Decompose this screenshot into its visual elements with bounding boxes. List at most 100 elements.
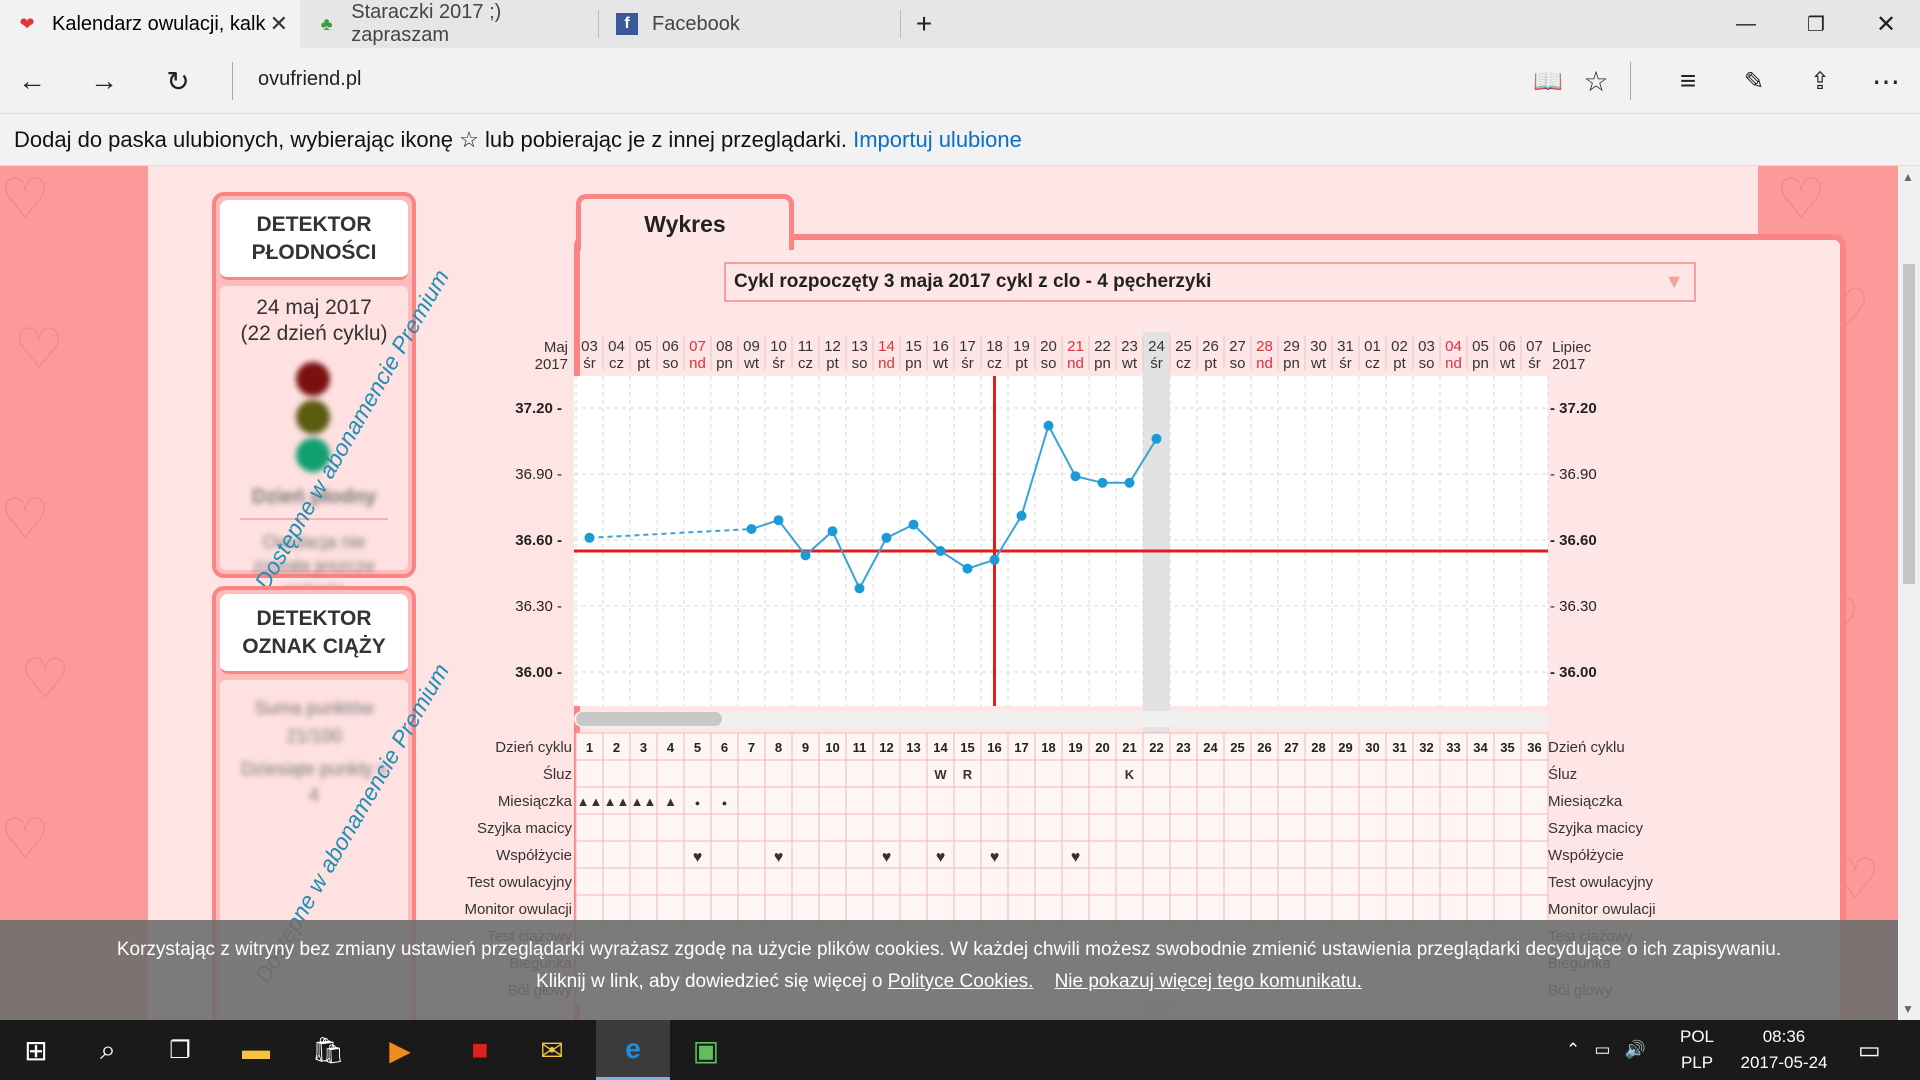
date-label: 14 <box>878 338 895 355</box>
temperature-line <box>751 422 1158 591</box>
clock-date: 2017-05-24 <box>1740 1053 1828 1072</box>
current-date: 24 maj 2017 <box>256 296 372 319</box>
store-icon[interactable]: 🛍 <box>311 1034 345 1065</box>
favorites-hint-bar: Dodaj do paska ulubionych, wybierając ik… <box>0 114 1920 166</box>
url-field[interactable]: ovufriend.pl <box>258 68 362 90</box>
temperature-point <box>1070 471 1081 482</box>
clock[interactable]: 08:36 2017-05-24 <box>1734 1020 1834 1080</box>
more-icon[interactable]: ⋯ <box>1872 65 1900 97</box>
period-mark: ▲▲ <box>577 794 603 809</box>
minimize-button[interactable]: — <box>1736 12 1756 35</box>
back-arrow-icon[interactable]: ← <box>18 65 46 96</box>
weekday-label: cz <box>1365 355 1380 372</box>
tab-staraczki[interactable]: ♣ Staraczki 2017 ;) zapraszam <box>300 0 596 48</box>
reading-view-icon[interactable]: 📖 <box>1533 67 1563 95</box>
tab-title: Kalendarz owulacji, kalk <box>52 12 266 35</box>
y-tick-label-right: - 36.60 <box>1550 532 1597 549</box>
heart-decor-icon: ♡ <box>0 807 51 870</box>
weekday-label: śr <box>1150 355 1163 372</box>
date-label: 03 <box>1418 338 1435 355</box>
windows-start-icon[interactable]: ⊞ <box>24 1034 48 1066</box>
tab-ovufriend[interactable]: ❤ Kalendarz owulacji, kalk ✕ <box>0 0 300 48</box>
restore-button[interactable]: ❐ <box>1807 13 1825 36</box>
import-favorites-link[interactable]: Importuj ulubione <box>853 127 1022 152</box>
tray-icons[interactable]: ⌃ ▭ 🔊 <box>1566 1040 1646 1059</box>
blurred-note: Owulacja nie została jeszcze wykryta <box>252 532 376 600</box>
task-view-icon[interactable]: ❐ <box>169 1036 191 1064</box>
heart-decor-icon: ♡ <box>20 647 71 710</box>
row-label: Szyjka macicy <box>477 820 573 837</box>
date-label: 03 <box>581 338 598 355</box>
weekday-label: nd <box>1256 355 1273 372</box>
y-tick-label: 36.00 - <box>515 664 562 681</box>
cookie-text: Korzystając z witryny bez zmiany ustawie… <box>116 939 1782 960</box>
date-label: 07 <box>1526 338 1543 355</box>
share-icon[interactable]: ⇪ <box>1809 67 1831 95</box>
cycle-day-number: 21 <box>1122 740 1136 755</box>
scroll-up-icon[interactable]: ▲ <box>1902 170 1914 184</box>
cycle-day-number: 2 <box>613 740 620 755</box>
row-label-right: Współżycie <box>1548 847 1624 864</box>
date-label: 09 <box>743 338 760 355</box>
forward-arrow-icon[interactable]: → <box>90 65 118 96</box>
period-mark: ● <box>722 798 727 808</box>
row-label-right: Monitor owulacji <box>1548 901 1656 918</box>
weekday-label: cz <box>609 355 624 372</box>
heart-favicon-icon: ❤ <box>19 13 35 34</box>
refresh-icon[interactable]: ↻ <box>166 65 190 97</box>
close-tab-icon[interactable]: ✕ <box>269 11 288 36</box>
cookie-dismiss-link[interactable]: Nie pokazuj więcej tego komunikatu. <box>1054 971 1362 992</box>
weekday-label: so <box>663 355 679 372</box>
date-label: 29 <box>1283 338 1300 355</box>
language-indicator[interactable]: POL PLP <box>1680 1020 1714 1080</box>
cycle-day-number: 13 <box>906 740 920 755</box>
temperature-point <box>1097 477 1108 488</box>
cycle-day-number: 23 <box>1176 740 1190 755</box>
fertility-detector-body: 24 maj 2017 (22 dzień cyklu) Dzień płodn… <box>220 265 454 600</box>
temperature-point <box>800 550 811 561</box>
tab-facebook[interactable]: f Facebook <box>600 0 896 48</box>
date-label: 05 <box>1472 338 1489 355</box>
date-label: 16 <box>932 338 949 355</box>
divider <box>240 518 388 520</box>
file-explorer-icon[interactable]: ▬ <box>242 1034 270 1065</box>
forum-favicon-icon: ♣ <box>320 13 333 34</box>
date-label: 02 <box>1391 338 1408 355</box>
cycle-day-number: 27 <box>1284 740 1298 755</box>
temperature-point <box>1016 510 1027 521</box>
favorite-star-icon[interactable]: ☆ <box>1583 65 1609 97</box>
fertility-detector-title: DETEKTOR PŁODNOŚCI <box>220 200 408 280</box>
date-label: 21 <box>1067 338 1084 355</box>
tab-wykres[interactable]: Wykres <box>576 194 794 250</box>
app-icon[interactable]: ■ <box>471 1034 489 1065</box>
media-player-icon[interactable]: ▶ <box>389 1034 411 1066</box>
weekday-label: nd <box>1445 355 1462 372</box>
cycle-day-number: 28 <box>1311 740 1325 755</box>
mail-icon[interactable]: ✉ <box>540 1034 564 1066</box>
search-icon[interactable]: ⌕ <box>100 1033 116 1065</box>
weekday-label: wt <box>743 355 760 372</box>
temperature-point <box>908 519 919 530</box>
scroll-down-icon[interactable]: ▼ <box>1902 1002 1914 1016</box>
cookie-policy-link[interactable]: Polityce Cookies. <box>887 971 1034 992</box>
month-label-right: Lipiec <box>1552 339 1592 356</box>
action-center-icon[interactable]: ▭ <box>1858 1036 1881 1064</box>
new-tab-button[interactable]: + <box>915 8 933 39</box>
date-label: 25 <box>1175 338 1192 355</box>
scrollbar-thumb[interactable] <box>1903 264 1915 584</box>
y-tick-label-right: - 36.90 <box>1550 466 1597 483</box>
date-label: 26 <box>1202 338 1219 355</box>
intercourse-heart-icon: ♥ <box>693 849 703 866</box>
hub-icon[interactable]: ≡ <box>1679 65 1697 96</box>
app-icon[interactable]: ▣ <box>692 1034 720 1066</box>
close-window-button[interactable]: ✕ <box>1875 10 1897 38</box>
page-scrollbar[interactable]: ▲ ▼ <box>1898 166 1920 1020</box>
weekday-label: wt <box>1310 355 1327 372</box>
temperature-point <box>1151 433 1162 444</box>
cycle-select[interactable]: Cykl rozpoczęty 3 maja 2017 cykl z clo -… <box>724 262 1696 302</box>
web-note-icon[interactable]: ✎ <box>1743 67 1765 95</box>
tab-title: Staraczki 2017 ;) zapraszam <box>351 1 502 46</box>
cookie-line2: Kliknij w link, aby dowiedzieć się więce… <box>0 966 1898 998</box>
divider <box>232 62 233 100</box>
edge-browser-icon[interactable]: e <box>596 1020 670 1080</box>
